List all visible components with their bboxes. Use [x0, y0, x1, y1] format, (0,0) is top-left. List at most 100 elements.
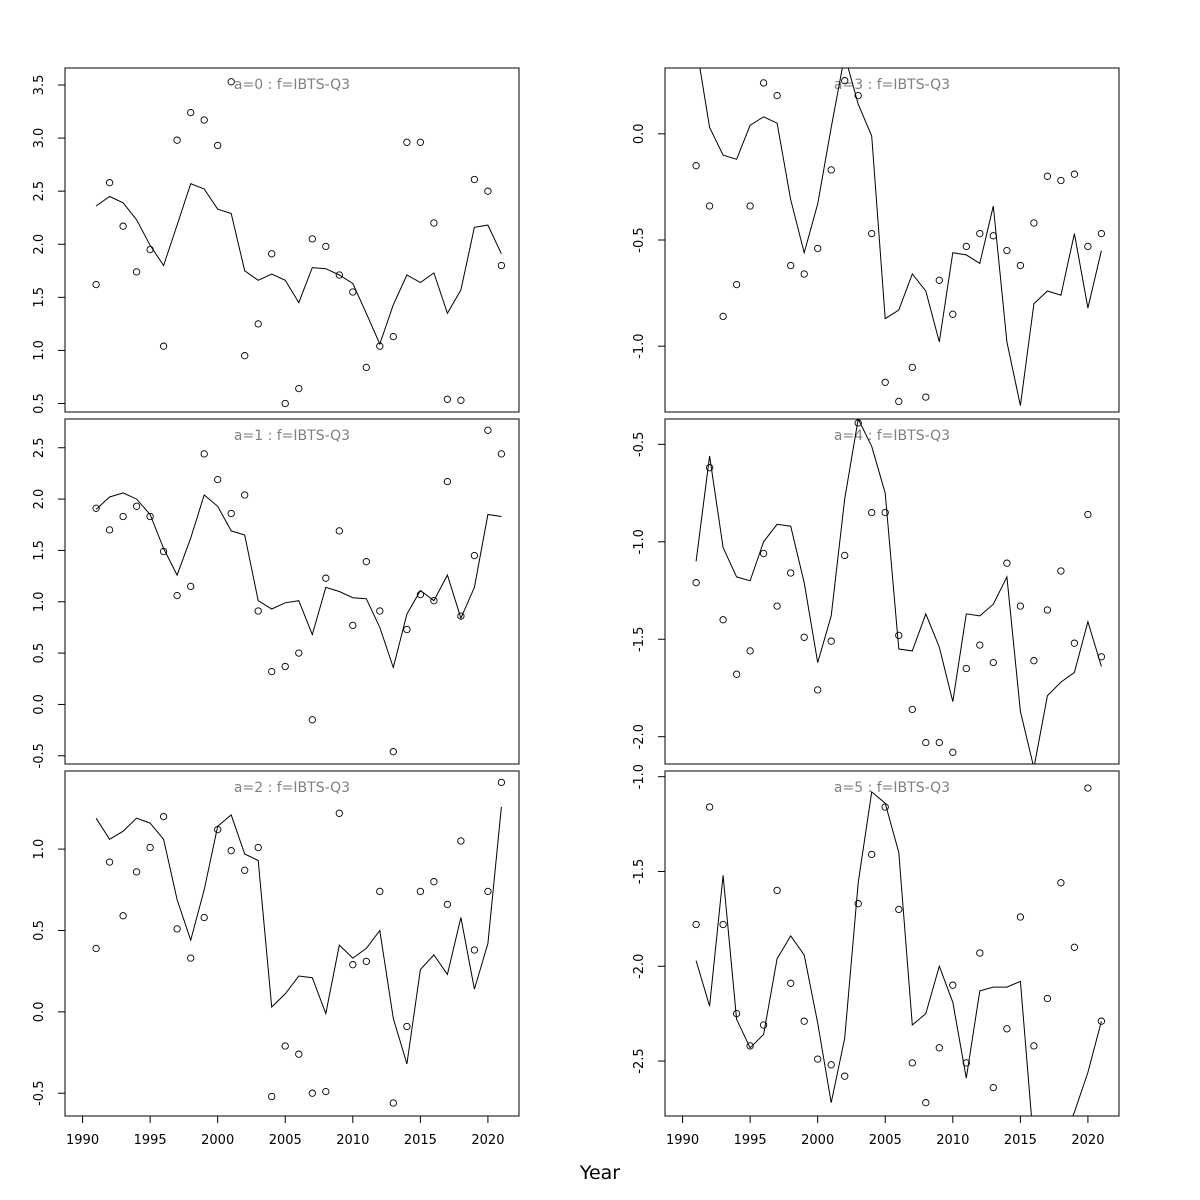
- observation-point: [814, 244, 822, 253]
- observation-point: [854, 419, 862, 427]
- observation-point: [132, 502, 141, 510]
- y-tick-label: -0.5: [632, 432, 647, 457]
- observation-point: [119, 912, 127, 920]
- observation-point: [908, 363, 916, 372]
- y-tick-label: 0.0: [32, 694, 47, 715]
- observation-point: [241, 866, 249, 874]
- observation-point: [1003, 1025, 1011, 1033]
- observation-point: [457, 837, 465, 845]
- observation-point: [268, 1092, 276, 1101]
- x-tick-label: 2015: [404, 1133, 437, 1148]
- observation-point: [773, 602, 781, 610]
- panel-a1: a=1 : f=IBTS-Q3 -0.5 0.0 0.5 1.0 1.5 2.0 2.5: [32, 418, 520, 768]
- y-tick-label: 0.0: [632, 123, 647, 144]
- panel-a2: a=2 : f=IBTS-Q3 -0.5 0.0 0.5 1.0 1990 1995 2000…: [32, 770, 520, 1148]
- observation-point: [295, 384, 303, 393]
- observation-point: [1070, 170, 1079, 178]
- observation-point: [908, 705, 916, 714]
- observation-point: [1016, 602, 1025, 610]
- panel-a4: a=4 : f=IBTS-Q3 -2.0 -1.5 -1.0 -0.5: [632, 418, 1120, 765]
- x-tick-label: 2005: [269, 1133, 302, 1148]
- plot-area: [692, 419, 1106, 764]
- observation-point: [214, 825, 222, 834]
- observation-point: [105, 179, 114, 187]
- observation-point: [1097, 229, 1106, 238]
- observation-point: [281, 399, 289, 408]
- observation-point: [1084, 510, 1092, 519]
- y-tick-label: 3.0: [32, 128, 47, 149]
- observation-point: [1070, 639, 1079, 647]
- observation-point: [705, 803, 714, 811]
- observation-point: [268, 667, 276, 676]
- observation-point: [1016, 913, 1025, 921]
- observation-point: [159, 547, 168, 556]
- x-tick-label: 2015: [1004, 1133, 1037, 1148]
- observation-point: [800, 633, 808, 641]
- observation-point: [105, 858, 114, 866]
- x-tick-label: 2010: [336, 1133, 369, 1148]
- observation-point: [989, 658, 997, 667]
- observation-point: [841, 1072, 849, 1080]
- observation-point: [719, 920, 727, 929]
- observation-point: [1043, 172, 1052, 180]
- observation-point: [759, 79, 768, 87]
- panel-a5: a=5 : f=IBTS-Q3 -2.5 -2.0 -1.5 -1.0 1990 1995 2…: [632, 764, 1120, 1148]
- observation-point: [787, 261, 795, 270]
- observation-point: [732, 670, 741, 678]
- plot-area: [92, 778, 506, 1107]
- observation-point: [430, 219, 438, 227]
- observation-point: [922, 393, 930, 401]
- observation-point: [227, 509, 235, 518]
- observation-point: [200, 913, 208, 922]
- observation-point: [403, 1022, 411, 1031]
- observation-point: [443, 395, 452, 403]
- observation-point: [746, 202, 754, 210]
- observation-point: [349, 961, 357, 969]
- observation-point: [335, 527, 343, 535]
- y-tick-label: 0.5: [32, 643, 47, 664]
- observation-point: [935, 1044, 943, 1052]
- observation-point: [1057, 567, 1065, 575]
- y-tick-label: -0.5: [32, 1081, 47, 1106]
- y-tick-label: 1.5: [32, 540, 47, 561]
- panel-a3: a=3 : f=IBTS-Q3 -1.0 -0.5 0.0: [632, 67, 1120, 413]
- observation-point: [976, 949, 984, 957]
- observation-point: [362, 363, 370, 372]
- observation-point: [214, 141, 222, 150]
- y-tick-label: -2.0: [632, 724, 647, 749]
- y-tick-label: -0.5: [32, 743, 47, 768]
- observation-point: [814, 686, 822, 694]
- fitted-line: [95, 183, 502, 346]
- observation-point: [241, 491, 249, 499]
- observation-point: [854, 91, 862, 100]
- observation-point: [200, 116, 208, 124]
- observation-point: [868, 508, 876, 517]
- y-tick-label: -1.5: [632, 627, 647, 652]
- observation-point: [403, 625, 411, 634]
- y-tick-label: -2.0: [632, 954, 647, 979]
- observation-point: [1003, 559, 1011, 567]
- observation-point: [295, 1050, 303, 1058]
- observation-point: [295, 649, 303, 657]
- y-tick-label: -1.0: [632, 529, 647, 554]
- observation-point: [349, 621, 357, 630]
- observation-point: [335, 271, 343, 279]
- panel-title: a=0 : f=IBTS-Q3: [234, 77, 350, 93]
- observation-point: [976, 641, 984, 649]
- observation-point: [935, 276, 943, 284]
- y-tick-label: 0.0: [32, 1002, 47, 1023]
- fitted-line: [695, 419, 1102, 764]
- observation-point: [692, 920, 700, 929]
- observation-point: [457, 612, 465, 620]
- y-tick-label: -1.0: [632, 333, 647, 358]
- observation-point: [146, 843, 154, 852]
- observation-point: [922, 738, 930, 747]
- observation-point: [962, 1059, 970, 1067]
- observation-point: [119, 222, 127, 230]
- observation-point: [376, 887, 384, 896]
- observation-point: [308, 716, 316, 724]
- x-tick-label: 2010: [936, 1133, 969, 1148]
- fitted-line: [695, 790, 1102, 1116]
- observation-point: [1084, 242, 1092, 251]
